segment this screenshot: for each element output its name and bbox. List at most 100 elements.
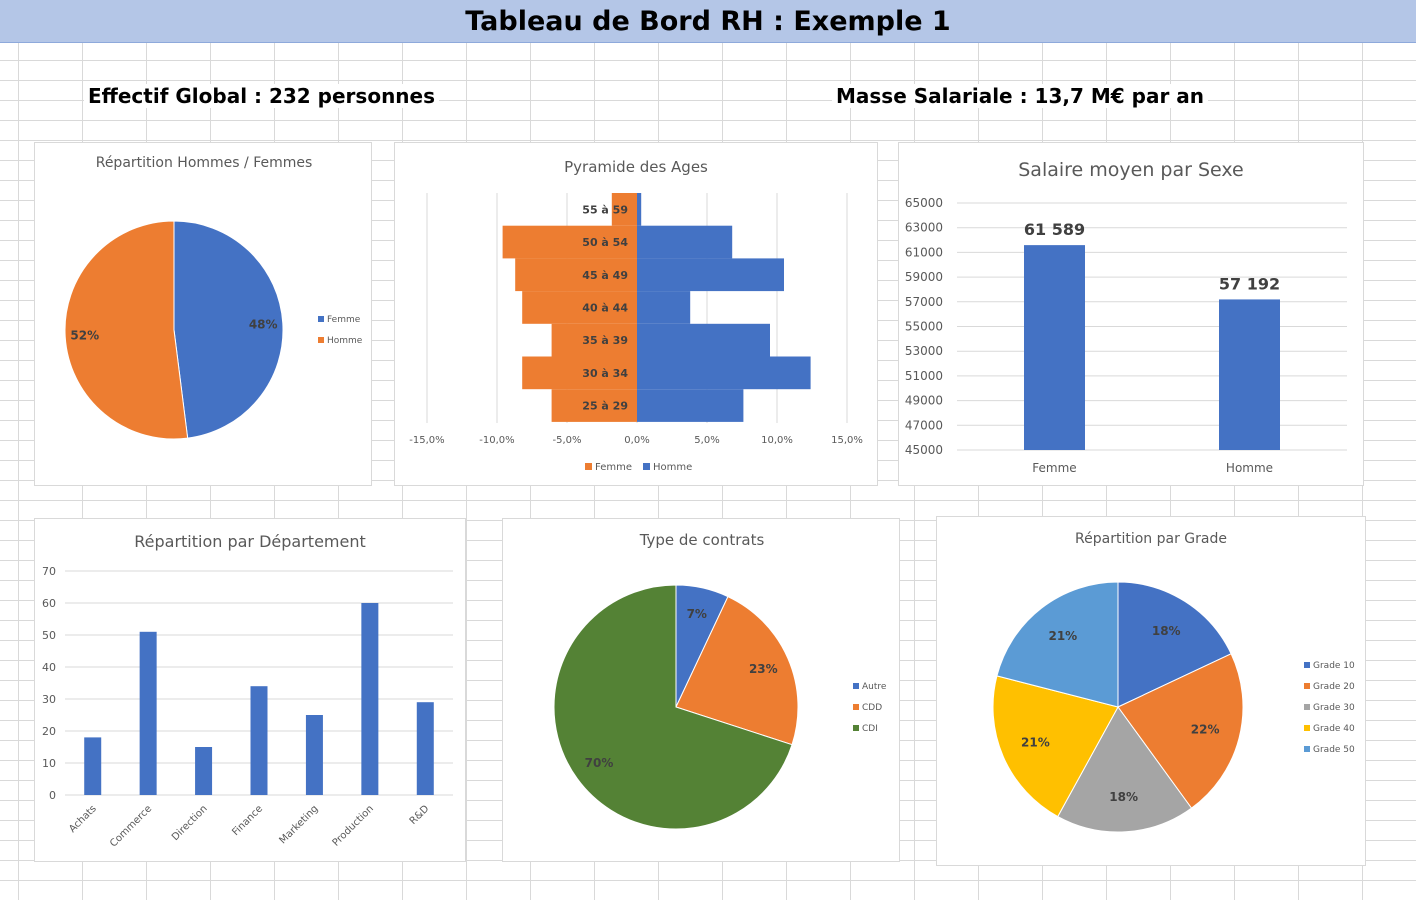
y-tick-label: 49000 [905, 394, 943, 408]
data-label-grade-20: 22% [1191, 722, 1220, 736]
data-label-homme: 57 192 [1219, 274, 1280, 293]
bar-femme-30-34 [522, 356, 637, 390]
bar-finance [250, 686, 268, 795]
category-label-direction: Direction [170, 803, 210, 843]
legend-label-grade-50: Grade 50 [1313, 745, 1355, 755]
contract-type-pie-chart[interactable]: 7% 23% 70% Autre CDD CDI Type de contrats [502, 518, 900, 862]
bar-homme-35-39 [637, 323, 770, 357]
legend-swatch-cdd [853, 704, 859, 710]
bar-homme-40-44 [637, 291, 691, 324]
data-label-grade-10: 18% [1152, 624, 1181, 638]
legend-label-femme: Femme [595, 462, 632, 473]
category-label: 30 à 34 [582, 367, 628, 380]
data-label-autre: 7% [687, 607, 707, 621]
bar-r-d [416, 702, 434, 795]
y-tick-label: 53000 [905, 344, 943, 358]
x-tick-label: -10,0% [479, 435, 514, 446]
age-pyramid-chart[interactable]: Pyramide des Ages -15,0% -10,0% -5,0% 0,0% 5,… [394, 142, 878, 486]
legend-label-cdi: CDI [862, 724, 878, 734]
y-tick-label: 20 [42, 725, 56, 738]
category-label-achats: Achats [67, 803, 99, 835]
category-label: 25 à 29 [582, 400, 628, 413]
data-label-grade-50: 21% [1048, 629, 1077, 643]
legend-label-grade-10: Grade 10 [1313, 661, 1355, 671]
bar-femme-50-54 [502, 225, 637, 259]
gender-pie-chart[interactable]: 48% 52% Femme Homme Répartition Hommes / Fem… [34, 142, 372, 486]
bar-production [361, 603, 379, 795]
y-tick-label: 47000 [905, 418, 943, 432]
bar-femme-25-29 [551, 389, 637, 422]
department-bar-svg: Répartition par Département 0 10 20 30 40 50 60… [42, 532, 453, 850]
x-tick-label: 5,0% [694, 435, 719, 446]
salary-by-sex-chart[interactable]: Salaire moyen par Sexe 45000 47000 49000 510… [898, 142, 1364, 486]
legend-swatch-grade-30 [1304, 704, 1310, 710]
bar-femme-40-44 [522, 291, 637, 324]
kpi-masse-salariale: Masse Salariale : 13,7 M€ par an [832, 84, 1209, 108]
legend-swatch-autre [853, 683, 859, 689]
x-tick-label: 0,0% [624, 435, 649, 446]
age-pyramid-svg: Pyramide des Ages -15,0% -10,0% -5,0% 0,0% 5,… [409, 158, 863, 473]
bar-homme-25-29 [637, 389, 744, 422]
legend-swatch-femme [318, 316, 324, 322]
chart-title: Pyramide des Ages [564, 158, 708, 176]
legend-label-grade-20: Grade 20 [1313, 682, 1355, 692]
legend-label-grade-30: Grade 30 [1313, 703, 1355, 713]
x-tick-label: 15,0% [831, 435, 863, 446]
bar-homme-50-54 [637, 225, 733, 259]
y-tick-label: 65000 [905, 196, 943, 210]
category-label-femme: Femme [1032, 461, 1076, 475]
legend-swatch-grade-10 [1304, 662, 1310, 668]
bar-homme [1219, 299, 1280, 450]
department-bar-chart[interactable]: Répartition par Département 0 10 20 30 40 50 60… [34, 518, 466, 862]
legend-swatch-homme [643, 463, 650, 470]
dashboard-title: Tableau de Bord RH : Exemple 1 [0, 0, 1416, 43]
bar-femme-45-49 [515, 258, 637, 292]
y-tick-label: 45000 [905, 443, 943, 457]
y-tick-label: 55000 [905, 320, 943, 334]
pie-slice-cdd [675, 595, 799, 746]
x-tick-label: -5,0% [552, 435, 581, 446]
x-tick-label: -15,0% [409, 435, 444, 446]
kpi-effectif-global: Effectif Global : 232 personnes [84, 84, 440, 108]
pie-slice-cdi [553, 584, 793, 830]
pie-slice-homme [64, 220, 189, 440]
category-label-marketing: Marketing [278, 803, 321, 846]
grade-pie-svg: 18% 22% 18% 21% 21% Grade 10 Grade 20 Grade 30 G… [992, 531, 1355, 833]
bar-homme-55-59 [637, 193, 642, 226]
category-label-production: Production [331, 803, 376, 848]
pie-slice-grade-10 [1117, 581, 1232, 708]
chart-title: Répartition Hommes / Femmes [96, 155, 313, 171]
data-label-cdd: 23% [749, 662, 778, 676]
y-tick-label: 0 [49, 789, 56, 802]
legend-label-cdd: CDD [862, 703, 882, 713]
bar-femme-55-59 [611, 193, 637, 226]
y-tick-label: 10 [42, 757, 56, 770]
y-tick-label: 61000 [905, 245, 943, 259]
pie-slice-femme [173, 220, 284, 439]
pie-slice-grade-20 [1117, 653, 1244, 809]
data-label-grade-40: 21% [1021, 736, 1050, 750]
y-tick-label: 57000 [905, 295, 943, 309]
y-tick-label: 59000 [905, 270, 943, 284]
bar-femme-35-39 [551, 323, 637, 357]
legend-swatch-grade-20 [1304, 683, 1310, 689]
salary-by-sex-svg: Salaire moyen par Sexe 45000 47000 49000 510… [905, 159, 1347, 475]
chart-title: Salaire moyen par Sexe [1018, 159, 1244, 181]
category-label-homme: Homme [1226, 461, 1273, 475]
bar-femme [1024, 245, 1085, 450]
category-label-finance: Finance [230, 803, 265, 838]
bar-marketing [305, 715, 323, 795]
grade-pie-chart[interactable]: 18% 22% 18% 21% 21% Grade 10 Grade 20 Grade 30 G… [936, 516, 1366, 866]
bar-commerce [139, 631, 157, 795]
chart-title: Type de contrats [639, 531, 765, 549]
gender-pie-svg: 48% 52% Femme Homme Répartition Hommes / Fem… [64, 155, 363, 440]
bar-achats [84, 737, 102, 795]
legend-swatch-femme [585, 463, 592, 470]
y-tick-label: 70 [42, 565, 56, 578]
legend-swatch-grade-40 [1304, 725, 1310, 731]
category-label-commerce: Commerce [108, 803, 154, 849]
legend-swatch-cdi [853, 725, 859, 731]
data-label-grade-30: 18% [1109, 790, 1138, 804]
legend-label-homme: Homme [327, 336, 363, 346]
category-label: 40 à 44 [582, 301, 628, 314]
